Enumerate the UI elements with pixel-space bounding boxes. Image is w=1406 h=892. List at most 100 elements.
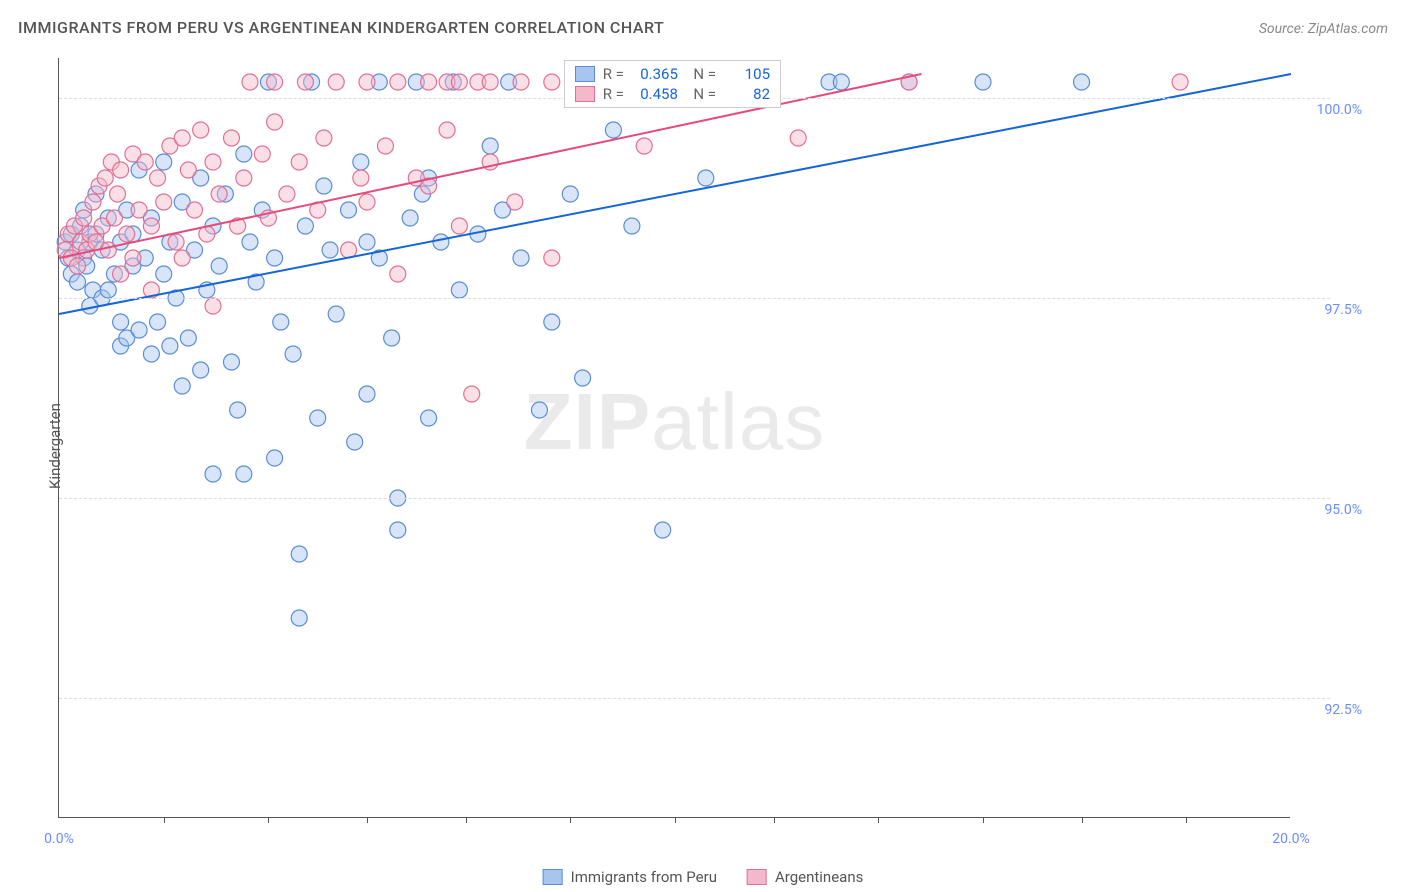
data-point bbox=[187, 202, 203, 218]
data-point bbox=[513, 74, 529, 90]
x-tick-label: 20.0% bbox=[1272, 831, 1310, 847]
data-point bbox=[85, 194, 101, 210]
data-point bbox=[790, 130, 806, 146]
data-point bbox=[451, 282, 467, 298]
data-point bbox=[359, 74, 375, 90]
data-point bbox=[328, 306, 344, 322]
data-point bbox=[193, 362, 209, 378]
data-point bbox=[69, 258, 85, 274]
data-point bbox=[267, 450, 283, 466]
data-point bbox=[482, 138, 498, 154]
legend-n-label: N = bbox=[686, 65, 716, 83]
data-point bbox=[544, 250, 560, 266]
data-point bbox=[433, 234, 449, 250]
data-point bbox=[150, 170, 166, 186]
x-tick-mark bbox=[774, 817, 775, 823]
data-point bbox=[507, 194, 523, 210]
data-point bbox=[69, 274, 85, 290]
x-tick-mark bbox=[164, 817, 165, 823]
data-point bbox=[119, 226, 135, 242]
data-point bbox=[174, 378, 190, 394]
data-point bbox=[421, 410, 437, 426]
legend-swatch bbox=[575, 86, 595, 102]
data-point bbox=[143, 218, 159, 234]
data-point bbox=[76, 210, 92, 226]
data-point bbox=[513, 250, 529, 266]
data-point bbox=[180, 162, 196, 178]
correlation-legend: R =0.365 N =105R =0.458 N =82 bbox=[564, 60, 781, 108]
data-point bbox=[390, 266, 406, 282]
x-tick-mark bbox=[466, 817, 467, 823]
legend-r-value: 0.458 bbox=[632, 85, 678, 103]
data-point bbox=[106, 210, 122, 226]
data-point bbox=[655, 522, 671, 538]
data-point bbox=[624, 218, 640, 234]
data-point bbox=[377, 138, 393, 154]
grid-line bbox=[59, 298, 1330, 299]
x-tick-mark bbox=[268, 817, 269, 823]
data-point bbox=[137, 154, 153, 170]
data-point bbox=[254, 146, 270, 162]
series-legend-label: Immigrants from Peru bbox=[571, 868, 717, 886]
x-tick-mark bbox=[367, 817, 368, 823]
legend-n-value: 105 bbox=[724, 65, 770, 83]
x-tick-mark bbox=[1186, 817, 1187, 823]
data-point bbox=[150, 314, 166, 330]
data-point bbox=[236, 146, 252, 162]
y-tick-label: 100.0% bbox=[1302, 102, 1362, 118]
data-point bbox=[390, 522, 406, 538]
legend-r-label: R = bbox=[603, 65, 624, 83]
data-point bbox=[291, 546, 307, 562]
data-point bbox=[131, 322, 147, 338]
trend-line bbox=[59, 74, 1291, 314]
data-point bbox=[328, 74, 344, 90]
series-legend-item: Immigrants from Peru bbox=[543, 868, 717, 886]
title-bar: IMMIGRANTS FROM PERU VS ARGENTINEAN KIND… bbox=[18, 18, 1388, 37]
x-tick-mark bbox=[878, 817, 879, 823]
data-point bbox=[236, 170, 252, 186]
data-point bbox=[267, 250, 283, 266]
data-point bbox=[174, 250, 190, 266]
data-point bbox=[297, 218, 313, 234]
data-point bbox=[297, 74, 313, 90]
legend-n-value: 82 bbox=[724, 85, 770, 103]
data-point bbox=[451, 74, 467, 90]
data-point bbox=[273, 314, 289, 330]
data-point bbox=[544, 314, 560, 330]
data-point bbox=[205, 466, 221, 482]
data-point bbox=[211, 186, 227, 202]
data-point bbox=[211, 258, 227, 274]
chart-svg bbox=[59, 58, 1290, 817]
data-point bbox=[230, 402, 246, 418]
data-point bbox=[353, 154, 369, 170]
data-point bbox=[636, 138, 652, 154]
x-tick-mark bbox=[983, 817, 984, 823]
data-point bbox=[125, 250, 141, 266]
data-point bbox=[285, 346, 301, 362]
data-point bbox=[310, 410, 326, 426]
data-point bbox=[291, 610, 307, 626]
series-legend-label: Argentineans bbox=[775, 868, 863, 886]
data-point bbox=[1172, 74, 1188, 90]
series-legend-item: Argentineans bbox=[747, 868, 863, 886]
data-point bbox=[544, 74, 560, 90]
data-point bbox=[605, 122, 621, 138]
data-point bbox=[156, 154, 172, 170]
data-point bbox=[833, 74, 849, 90]
grid-line bbox=[59, 498, 1330, 499]
legend-swatch bbox=[543, 869, 563, 885]
grid-line bbox=[59, 698, 1330, 699]
data-point bbox=[156, 266, 172, 282]
data-point bbox=[316, 130, 332, 146]
data-point bbox=[316, 178, 332, 194]
x-tick-mark bbox=[1082, 817, 1083, 823]
data-point bbox=[156, 194, 172, 210]
data-point bbox=[359, 194, 375, 210]
data-point bbox=[113, 266, 129, 282]
data-point bbox=[242, 74, 258, 90]
x-tick-mark bbox=[675, 817, 676, 823]
data-point bbox=[975, 74, 991, 90]
data-point bbox=[168, 234, 184, 250]
data-point bbox=[223, 130, 239, 146]
data-point bbox=[267, 74, 283, 90]
